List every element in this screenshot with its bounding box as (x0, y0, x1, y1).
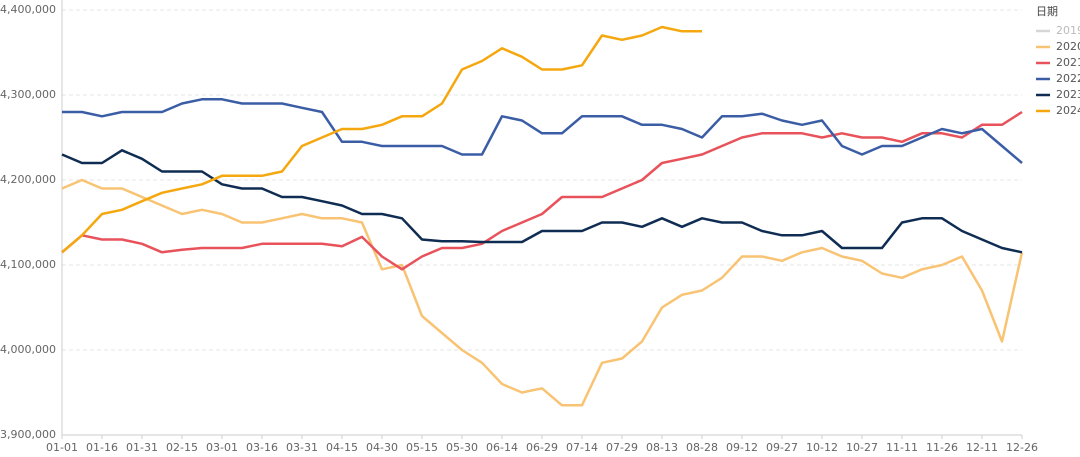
x-tick-label: 07-14 (566, 441, 598, 454)
series-line (61, 149, 1023, 254)
x-tick-label: 11-11 (886, 441, 918, 454)
x-tick-label: 09-12 (726, 441, 758, 454)
x-tick-label: 03-16 (246, 441, 278, 454)
y-tick-label: 4,100,000 (0, 258, 56, 271)
x-tick-label: 12-26 (1006, 441, 1038, 454)
x-tick-label: 04-15 (326, 441, 358, 454)
legend-label: 2024 (1056, 104, 1080, 117)
x-tick-label: 01-31 (126, 441, 158, 454)
x-tick-label: 01-01 (46, 441, 78, 454)
y-tick-label: 3,900,000 (0, 428, 56, 441)
y-tick-label: 4,300,000 (0, 88, 56, 101)
x-tick-label: 08-28 (686, 441, 718, 454)
x-tick-label: 02-15 (166, 441, 198, 454)
y-tick-label: 4,400,000 (0, 3, 56, 16)
x-tick-label: 01-16 (86, 441, 118, 454)
legend-label: 2023 (1056, 88, 1080, 101)
x-tick-label: 07-29 (606, 441, 638, 454)
y-tick-label: 4,000,000 (0, 343, 56, 356)
x-tick-label: 03-31 (286, 441, 318, 454)
x-tick-label: 05-15 (406, 441, 438, 454)
x-tick-label: 06-14 (486, 441, 518, 454)
x-tick-label: 10-12 (806, 441, 838, 454)
x-tick-label: 11-26 (926, 441, 958, 454)
x-tick-label: 09-27 (766, 441, 798, 454)
x-tick-label: 10-27 (846, 441, 878, 454)
legend-label: 2019 (1056, 24, 1080, 37)
x-tick-label: 05-30 (446, 441, 478, 454)
legend-title: 日期 (1036, 5, 1058, 18)
x-tick-label: 12-11 (966, 441, 998, 454)
x-tick-label: 03-01 (206, 441, 238, 454)
x-tick-label: 04-30 (366, 441, 398, 454)
legend-label: 2020 (1056, 40, 1080, 53)
series-line (61, 178, 1024, 407)
series-line (62, 98, 1023, 164)
series-line (61, 25, 702, 254)
x-tick-label: 08-13 (646, 441, 678, 454)
y-tick-label: 4,200,000 (0, 173, 56, 186)
legend-label: 2021 (1056, 56, 1080, 69)
x-tick-label: 06-29 (526, 441, 558, 454)
series-line (61, 110, 1023, 271)
